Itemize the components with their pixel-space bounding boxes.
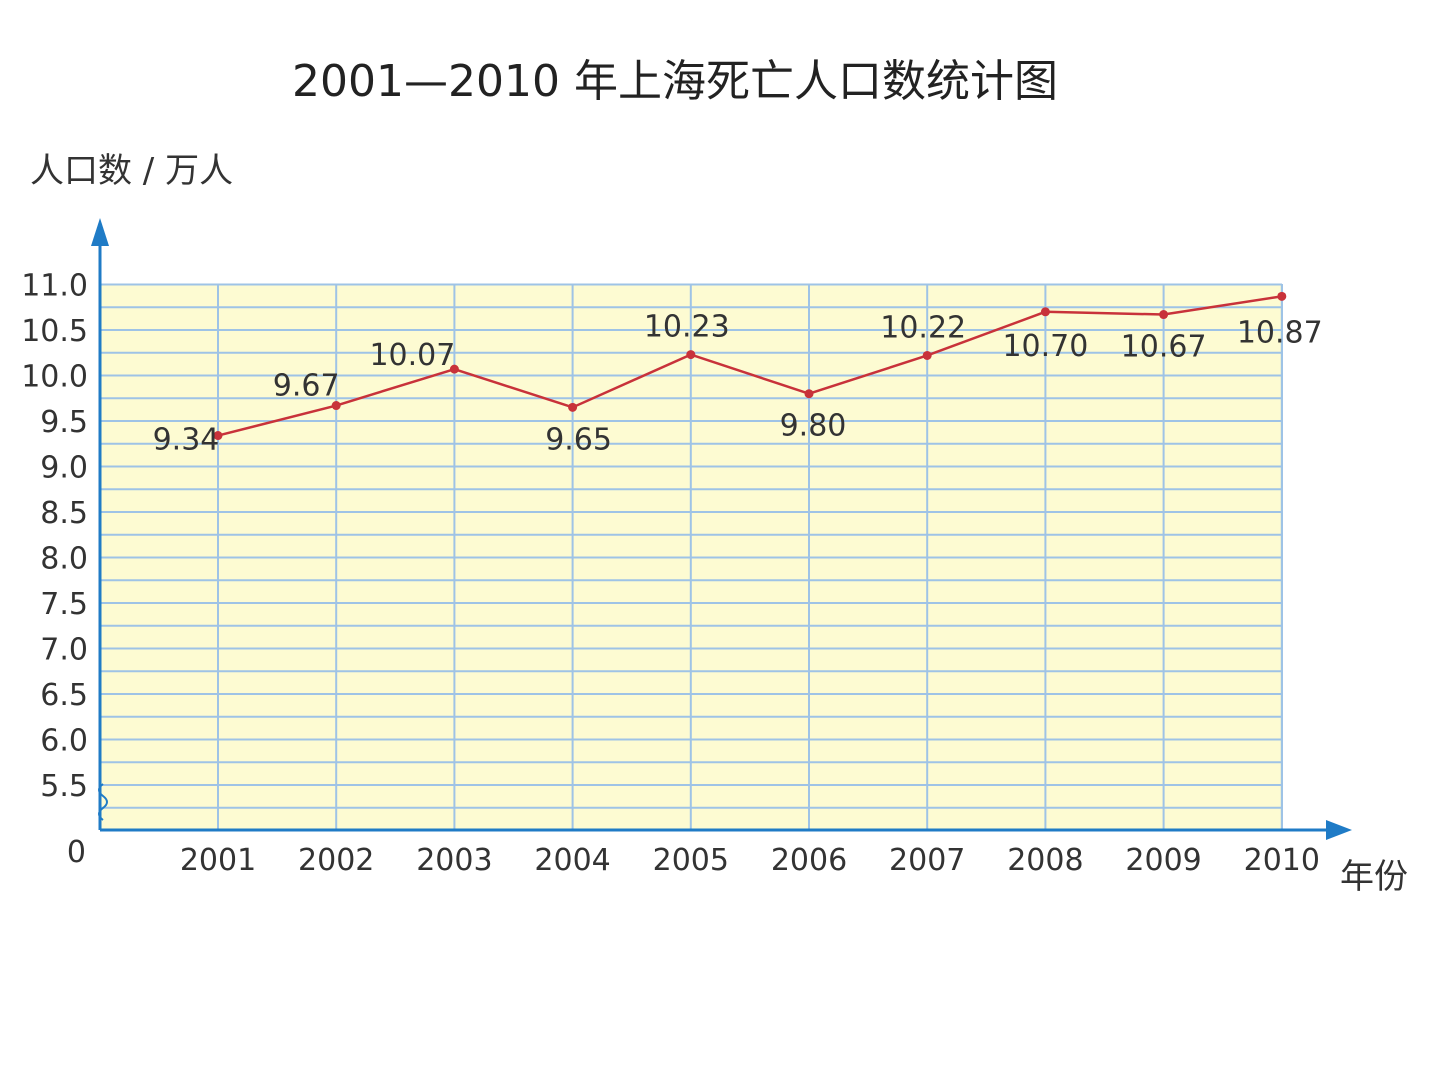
- y-tick-label: 8.0: [40, 542, 88, 577]
- x-tick-label: 2005: [653, 843, 729, 878]
- y-tick-label: 11.0: [21, 269, 88, 304]
- data-label: 10.87: [1237, 315, 1323, 350]
- x-axis-label: 年份: [1340, 857, 1408, 897]
- origin-label: 0: [67, 835, 86, 870]
- x-tick-label: 2008: [1007, 843, 1083, 878]
- y-tick-label: 8.5: [40, 496, 88, 531]
- y-axis-break-icon: [98, 783, 108, 821]
- x-tick-label: 2007: [889, 843, 965, 878]
- y-axis-label: 人口数 / 万人: [30, 151, 233, 191]
- plot-area: 5.5 6.0 6.5 7.0 7.5 8.0 8.5 9.0 9.5 10.0 10.5 11.0 2…: [21, 218, 1352, 878]
- y-tick-label: 7.5: [40, 587, 88, 622]
- x-tick-label: 2002: [298, 843, 374, 878]
- data-point: [449, 364, 459, 374]
- data-point: [331, 401, 341, 411]
- data-label: 10.70: [1002, 329, 1088, 364]
- data-point: [686, 350, 696, 360]
- data-point: [1277, 291, 1287, 301]
- x-axis-arrow: [1326, 820, 1352, 840]
- y-tick-label: 6.0: [40, 724, 88, 759]
- y-axis-arrow: [91, 218, 109, 246]
- data-point: [922, 350, 932, 360]
- y-tick-label: 10.5: [21, 314, 88, 349]
- x-tick-label: 2003: [416, 843, 492, 878]
- y-tick-label: 7.0: [40, 633, 88, 668]
- y-tick-label: 5.5: [40, 769, 88, 804]
- data-label: 9.34: [153, 423, 220, 458]
- x-tick-label: 2010: [1244, 843, 1320, 878]
- x-tick-label: 2001: [180, 843, 256, 878]
- data-point: [1159, 310, 1169, 320]
- data-label: 10.22: [880, 310, 966, 345]
- data-label: 10.23: [644, 310, 730, 345]
- data-point: [568, 402, 578, 412]
- data-point: [804, 389, 814, 399]
- data-point: [1040, 307, 1050, 317]
- data-label: 10.07: [369, 338, 455, 373]
- data-label: 9.80: [780, 409, 847, 444]
- x-tick-label: 2009: [1125, 843, 1201, 878]
- y-tick-label: 9.5: [40, 405, 88, 440]
- data-label: 10.67: [1121, 330, 1207, 365]
- y-tick-label: 9.0: [40, 451, 88, 486]
- data-point: [213, 431, 223, 441]
- x-tick-label: 2006: [771, 843, 847, 878]
- x-tick-label: 2004: [534, 843, 610, 878]
- chart-title: 2001—2010 年上海死亡人口数统计图: [292, 56, 1058, 107]
- series-line: [217, 295, 1282, 437]
- data-label: 9.65: [545, 422, 612, 457]
- data-label: 9.67: [273, 369, 340, 404]
- y-tick-label: 10.0: [21, 360, 88, 395]
- y-tick-label: 6.5: [40, 678, 88, 713]
